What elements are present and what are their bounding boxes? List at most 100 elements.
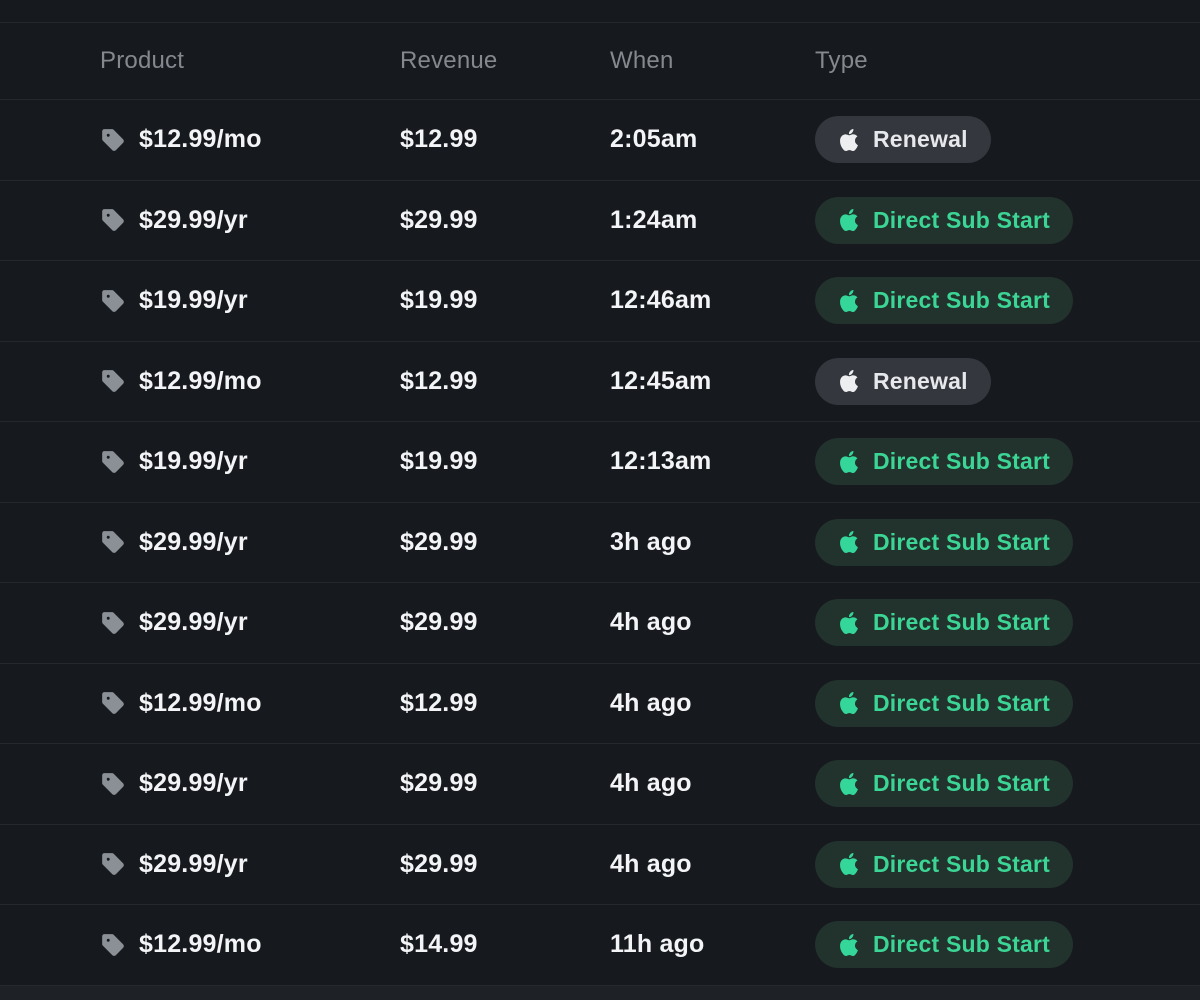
type-cell: Direct Sub Start	[815, 921, 1200, 969]
type-badge: Direct Sub Start	[815, 921, 1074, 969]
apple-icon	[838, 289, 860, 312]
product-value: $12.99/mo	[139, 366, 262, 395]
type-badge: Direct Sub Start	[815, 438, 1074, 486]
type-badge: Direct Sub Start	[815, 196, 1074, 244]
type-badge-label: Direct Sub Start	[873, 689, 1051, 716]
when-value: 4h ago	[610, 608, 692, 637]
revenue-value: $12.99	[400, 125, 478, 154]
when-value: 2:05am	[610, 125, 698, 154]
type-cell: Direct Sub Start	[815, 760, 1200, 808]
product-cell: $29.99/yr	[100, 528, 400, 557]
apple-icon	[838, 370, 860, 393]
type-badge-label: Renewal	[873, 367, 968, 394]
table-row[interactable]: $12.99/mo $12.99 2:05am Renewal	[0, 100, 1200, 181]
product-value: $29.99/yr	[139, 769, 248, 798]
type-cell: Direct Sub Start	[815, 599, 1200, 647]
type-cell: Direct Sub Start	[815, 679, 1200, 727]
table-row[interactable]: $12.99/mo $12.99 12:45am Renewal	[0, 342, 1200, 422]
apple-icon	[838, 611, 860, 634]
type-cell: Direct Sub Start	[815, 840, 1200, 888]
tag-icon	[100, 851, 126, 877]
type-badge-label: Direct Sub Start	[873, 770, 1051, 797]
product-cell: $29.99/yr	[100, 850, 400, 879]
type-cell: Renewal	[815, 116, 1200, 164]
product-cell: $19.99/yr	[100, 286, 400, 315]
product-cell: $12.99/mo	[100, 689, 400, 718]
apple-icon	[838, 531, 860, 554]
type-badge: Direct Sub Start	[815, 679, 1074, 727]
when-value: 4h ago	[610, 688, 692, 717]
table-row[interactable]: $19.99/yr $19.99 12:13am Direct Sub Start	[0, 422, 1200, 503]
table-row[interactable]: $19.99/yr $19.99 12:46am Direct Sub Start	[0, 261, 1200, 342]
product-cell: $29.99/yr	[100, 769, 400, 798]
type-badge-label: Direct Sub Start	[873, 931, 1051, 958]
when-value: 4h ago	[610, 849, 692, 878]
revenue-value: $29.99	[400, 527, 478, 556]
type-badge: Renewal	[815, 116, 991, 164]
column-header-revenue: Revenue	[400, 47, 498, 74]
revenue-value: $29.99	[400, 769, 478, 798]
product-value: $29.99/yr	[139, 205, 248, 234]
product-value: $29.99/yr	[139, 608, 248, 637]
tag-icon	[100, 610, 126, 636]
when-value: 12:46am	[610, 286, 712, 315]
when-value: 12:13am	[610, 447, 712, 476]
type-badge-label: Direct Sub Start	[873, 448, 1051, 475]
type-cell: Direct Sub Start	[815, 438, 1200, 486]
type-badge: Direct Sub Start	[815, 599, 1074, 647]
column-header-product: Product	[100, 47, 185, 74]
column-header-type: Type	[815, 47, 868, 74]
table-row[interactable]: $12.99/mo $14.99 11h ago Direct Sub Start	[0, 905, 1200, 986]
previous-section-edge	[0, 0, 1200, 23]
product-cell: $29.99/yr	[100, 608, 400, 637]
tag-icon	[100, 932, 126, 958]
table-row[interactable]: $12.99/mo $12.99 4h ago Direct Sub Start	[0, 664, 1200, 744]
product-cell: $12.99/mo	[100, 367, 400, 396]
type-cell: Direct Sub Start	[815, 196, 1200, 244]
type-badge: Direct Sub Start	[815, 518, 1074, 566]
product-value: $12.99/mo	[139, 930, 262, 959]
type-badge: Direct Sub Start	[815, 760, 1074, 808]
when-value: 1:24am	[610, 205, 698, 234]
apple-icon	[838, 692, 860, 715]
table-row[interactable]: $29.99/yr $29.99 4h ago Direct Sub Start	[0, 744, 1200, 825]
column-header-when: When	[610, 47, 674, 74]
type-badge: Direct Sub Start	[815, 277, 1074, 325]
apple-icon	[838, 209, 860, 232]
revenue-value: $12.99	[400, 366, 478, 395]
product-cell: $12.99/mo	[100, 125, 400, 154]
apple-icon	[838, 933, 860, 956]
tag-icon	[100, 127, 126, 153]
apple-icon	[838, 128, 860, 151]
revenue-value: $14.99	[400, 930, 478, 959]
type-cell: Direct Sub Start	[815, 277, 1200, 325]
tag-icon	[100, 288, 126, 314]
when-value: 3h ago	[610, 527, 692, 556]
table-body: $12.99/mo $12.99 2:05am Renewal $29.99/yr $29…	[0, 100, 1200, 986]
revenue-value: $12.99	[400, 688, 478, 717]
type-badge-label: Direct Sub Start	[873, 609, 1051, 636]
table-row[interactable]: $29.99/yr $29.99 4h ago Direct Sub Start	[0, 825, 1200, 905]
product-value: $29.99/yr	[139, 527, 248, 556]
when-value: 4h ago	[610, 769, 692, 798]
table-row[interactable]: $29.99/yr $29.99 3h ago Direct Sub Start	[0, 503, 1200, 583]
product-cell: $12.99/mo	[100, 930, 400, 959]
type-badge-label: Renewal	[873, 126, 968, 153]
type-badge-label: Direct Sub Start	[873, 206, 1051, 233]
product-value: $12.99/mo	[139, 125, 262, 154]
type-badge: Renewal	[815, 357, 991, 405]
when-value: 12:45am	[610, 366, 712, 395]
product-cell: $29.99/yr	[100, 206, 400, 235]
tag-icon	[100, 368, 126, 394]
product-value: $29.99/yr	[139, 849, 248, 878]
tag-icon	[100, 690, 126, 716]
product-value: $19.99/yr	[139, 286, 248, 315]
product-value: $12.99/mo	[139, 688, 262, 717]
type-cell: Renewal	[815, 357, 1200, 405]
type-badge-label: Direct Sub Start	[873, 850, 1051, 877]
next-row-edge	[0, 985, 1200, 1000]
table-row[interactable]: $29.99/yr $29.99 4h ago Direct Sub Start	[0, 583, 1200, 664]
table-row[interactable]: $29.99/yr $29.99 1:24am Direct Sub Start	[0, 181, 1200, 261]
type-badge-label: Direct Sub Start	[873, 528, 1051, 555]
